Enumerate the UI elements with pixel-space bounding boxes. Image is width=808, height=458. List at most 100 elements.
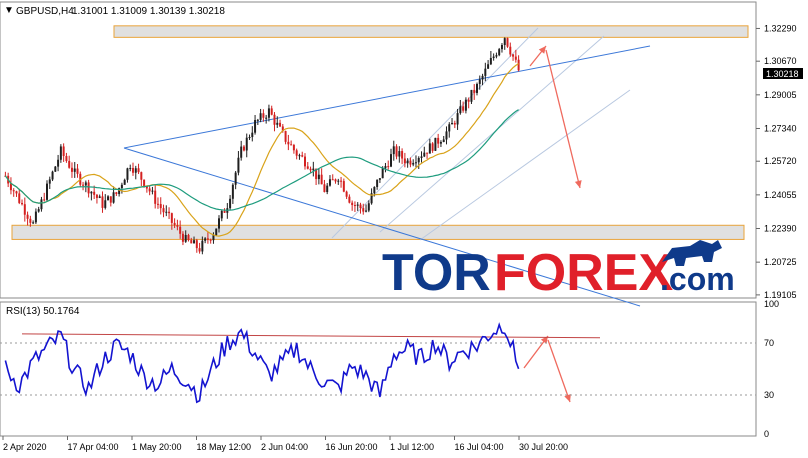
candle-body: [495, 55, 498, 57]
candle-body: [231, 184, 234, 199]
candle-body: [362, 208, 365, 212]
candle-body: [456, 113, 459, 125]
candle-body: [306, 166, 309, 169]
price-tick-label: 1.27340: [764, 123, 797, 133]
price-tick-label: 1.29005: [764, 90, 797, 100]
candle-body: [165, 211, 168, 213]
candle-body: [309, 168, 312, 171]
candle-body: [120, 184, 123, 189]
candle-body: [206, 238, 209, 240]
candle-body: [87, 182, 90, 194]
candle-body: [156, 203, 159, 205]
candle-body: [215, 228, 218, 236]
candle-body: [356, 204, 359, 206]
time-tick-label: 2 Jun 04:00: [261, 442, 308, 452]
candle-body: [254, 119, 257, 133]
candle-body: [107, 196, 110, 201]
candle-body: [118, 188, 121, 195]
rsi-arrow-down-head: [564, 394, 571, 402]
upper-trendline: [123, 45, 651, 149]
candle-body: [442, 139, 445, 143]
candle-body: [320, 174, 323, 185]
candle-body: [273, 114, 276, 125]
candle-body: [423, 152, 426, 157]
candle-body: [140, 172, 143, 180]
torforex-logo: TOR FOREX .com: [382, 240, 735, 302]
candle-body: [448, 124, 451, 132]
candle-body: [328, 179, 331, 186]
candle-body: [406, 160, 409, 164]
candle-body: [148, 188, 151, 192]
candle-body: [381, 168, 384, 179]
rsi-line: [4, 322, 520, 404]
candle-body: [173, 222, 176, 226]
channel-lower: [419, 89, 631, 241]
candle-body: [162, 208, 165, 213]
candle-body: [15, 191, 18, 194]
time-tick-label: 18 May 12:00: [197, 442, 252, 452]
candle-body: [65, 156, 68, 161]
logo-tor: TOR: [382, 244, 491, 302]
rsi-tick-label: 100: [764, 299, 779, 309]
time-tick-label: 1 Jul 12:00: [390, 442, 434, 452]
candle-body: [93, 191, 96, 195]
candle-body: [220, 210, 223, 219]
candle-body: [340, 180, 343, 182]
candle-body: [59, 146, 62, 160]
candle-body: [262, 113, 265, 118]
price-tick-label: 1.24055: [764, 190, 797, 200]
candle-body: [492, 56, 495, 58]
candle-body: [351, 202, 354, 206]
time-tick-label: 17 Apr 04:00: [68, 442, 119, 452]
rsi-tick-label: 70: [764, 338, 774, 348]
channel-upper: [331, 27, 539, 239]
rsi-header: RSI(13) 50.1764: [6, 306, 80, 317]
candle-body: [281, 126, 284, 132]
candle-body: [378, 178, 381, 180]
current-price-label: 1.30218: [766, 69, 799, 79]
price-tick-label: 1.32290: [764, 23, 797, 33]
forecast-arrow-up-head: [538, 46, 546, 54]
candle-body: [470, 89, 473, 102]
lower-trendline: [123, 147, 641, 307]
candle-body: [376, 179, 379, 187]
candle-body: [12, 190, 15, 192]
candle-body: [37, 209, 40, 212]
candle-body: [179, 226, 182, 234]
resistance-zone: [113, 25, 749, 38]
candle-body: [170, 213, 173, 223]
candle-body: [481, 75, 484, 80]
forecast-arrow-down: [545, 49, 581, 189]
candle-body: [68, 160, 71, 168]
candle-body: [365, 210, 368, 212]
rsi-tick-label: 0: [764, 429, 769, 439]
candle-body: [287, 141, 290, 145]
candle-body: [54, 166, 57, 172]
candle-body: [284, 131, 287, 142]
candle-body: [370, 193, 373, 204]
candle-body: [134, 168, 137, 173]
candle-body: [73, 168, 76, 172]
candle-body: [517, 59, 520, 71]
symbol-header: GBPUSD,H4: [16, 6, 74, 17]
symbol-header-icon[interactable]: ▼: [4, 5, 14, 16]
candle-body: [190, 240, 193, 244]
candle-body: [478, 79, 481, 84]
candle-body: [476, 83, 478, 93]
candle-body: [29, 218, 32, 223]
candle-body: [498, 49, 501, 56]
candle-body: [298, 155, 301, 157]
price-tick-label: 1.25720: [764, 156, 797, 166]
candle-body: [509, 46, 512, 55]
candle-body: [90, 191, 93, 194]
support-zone: [11, 224, 745, 240]
channel-middle: [379, 35, 605, 233]
candle-body: [484, 68, 487, 76]
candle-body: [464, 99, 467, 111]
candle-body: [459, 106, 462, 114]
candle-body: [428, 143, 431, 154]
candle-body: [132, 167, 134, 173]
bull-icon: [662, 240, 722, 266]
candle-body: [412, 162, 415, 165]
